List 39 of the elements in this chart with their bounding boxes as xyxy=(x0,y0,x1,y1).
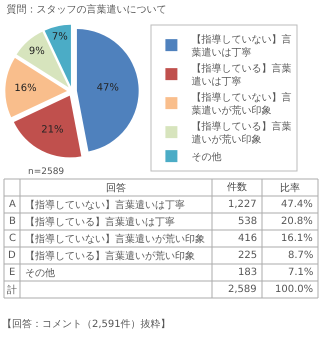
category-label: 回答 xyxy=(106,182,126,194)
data-label: 21% xyxy=(41,124,64,136)
data-label: 47% xyxy=(96,82,119,94)
text: 47.4% xyxy=(281,199,313,210)
legend-label: 【指導していない】言葉遣いが荒い印象 xyxy=(191,91,292,116)
text: 183 xyxy=(238,267,258,278)
text: C xyxy=(9,233,16,244)
legend-label: 【指導していない】言葉遣いは丁寧 xyxy=(191,33,292,58)
text: D xyxy=(8,250,16,261)
text: 100.0% xyxy=(275,284,314,295)
legend-label: 【指導している】言葉遣いが荒い印象 xyxy=(191,120,292,146)
legend-label: 【指導している】言葉遣いは丁寧 xyxy=(191,62,292,88)
slice-label: 【指導していない】言葉遣いは丁寧 xyxy=(25,199,185,211)
text: 1,227 xyxy=(228,199,257,210)
text: 416 xyxy=(238,233,258,244)
data-label: 16% xyxy=(14,82,37,94)
text: 8.7% xyxy=(288,250,314,261)
text: 7.1% xyxy=(288,267,314,278)
text: 【指導していない】言葉遣いが荒い印象 xyxy=(25,234,205,245)
legend-label: その他 xyxy=(191,150,222,163)
text: 【指導している】言葉遣いが荒い印象 xyxy=(25,251,195,262)
text: 2,589 xyxy=(228,284,257,295)
category-label: 比率 xyxy=(280,182,300,194)
data-label: 9% xyxy=(28,46,45,57)
text: 20.8% xyxy=(281,216,313,227)
text: 【指導している】言葉遣いは丁寧 xyxy=(25,217,175,228)
text: E xyxy=(9,267,16,278)
text: 計 xyxy=(7,285,17,296)
text: B xyxy=(9,216,16,227)
text: n=2589 xyxy=(28,167,64,177)
category-label: その他 xyxy=(25,268,55,279)
category-label: 件数 xyxy=(227,182,247,193)
text: A xyxy=(9,199,16,210)
text: 16.1% xyxy=(281,233,313,244)
text: 538 xyxy=(238,216,258,227)
text: 225 xyxy=(238,250,258,261)
data-label: 7% xyxy=(52,31,68,42)
chart-title: 質問：スタッフの言葉遣いについて xyxy=(6,3,166,16)
text: 【回答：コメント（2,591件）抜粋】 xyxy=(2,318,171,330)
